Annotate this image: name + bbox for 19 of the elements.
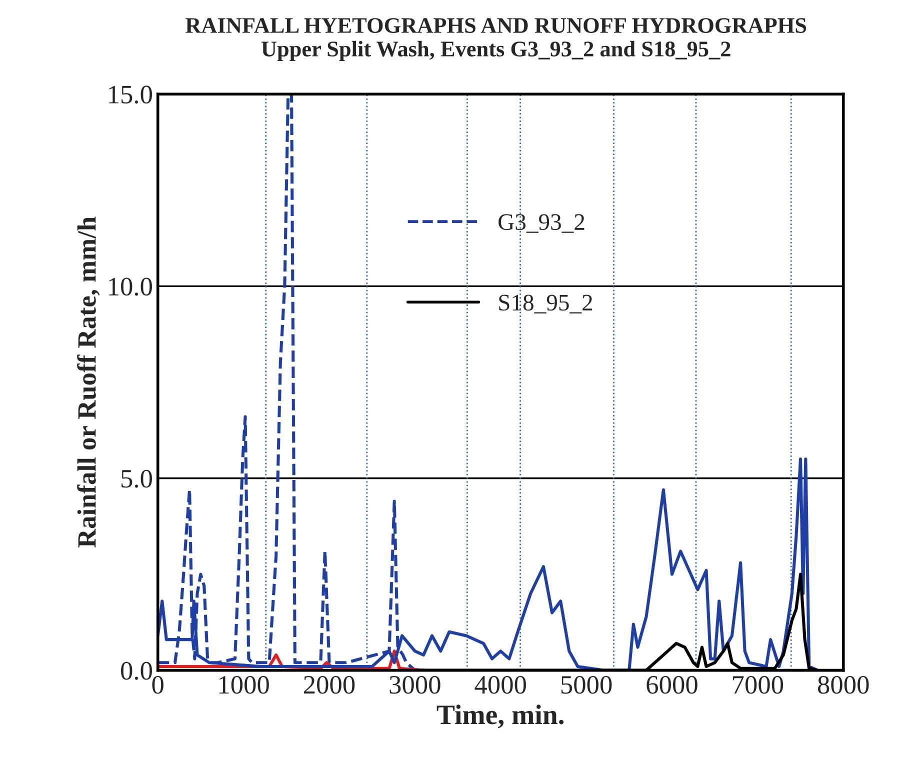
x-tick-label: 5000 xyxy=(561,676,612,694)
legend-label: S18_95_2 xyxy=(499,294,592,314)
y-tick-label: 15.0 xyxy=(109,86,152,104)
x-tick-label: 2000 xyxy=(304,676,355,694)
x-tick-label: 0 xyxy=(152,676,164,694)
legend-label: G3_93_2 xyxy=(498,214,584,233)
x-tick-label: 6000 xyxy=(646,676,698,694)
y-tick-label: 10.0 xyxy=(109,278,152,296)
y-tick-label: 0.0 xyxy=(121,662,152,680)
x-tick-label: 7000 xyxy=(733,676,784,694)
x-axis-title: Time, min. xyxy=(436,704,564,728)
x-tick-label: 1000 xyxy=(219,676,269,694)
chart-title: RAINFALL HYETOGRAPHS AND RUNOFF HYDROGRAPHS xyxy=(186,18,806,34)
y-axis-title: Rainfall or Ruoff Rate, mm/h xyxy=(77,216,100,548)
x-tick-label: 3000 xyxy=(390,676,440,694)
x-tick-label: 4000 xyxy=(474,676,526,694)
chart-subtitle: Upper Split Wash, Events G3_93_2 and S18_95_2 xyxy=(262,40,730,62)
y-tick-label: 5.0 xyxy=(122,470,152,488)
x-tick-label: 8000 xyxy=(818,676,869,694)
